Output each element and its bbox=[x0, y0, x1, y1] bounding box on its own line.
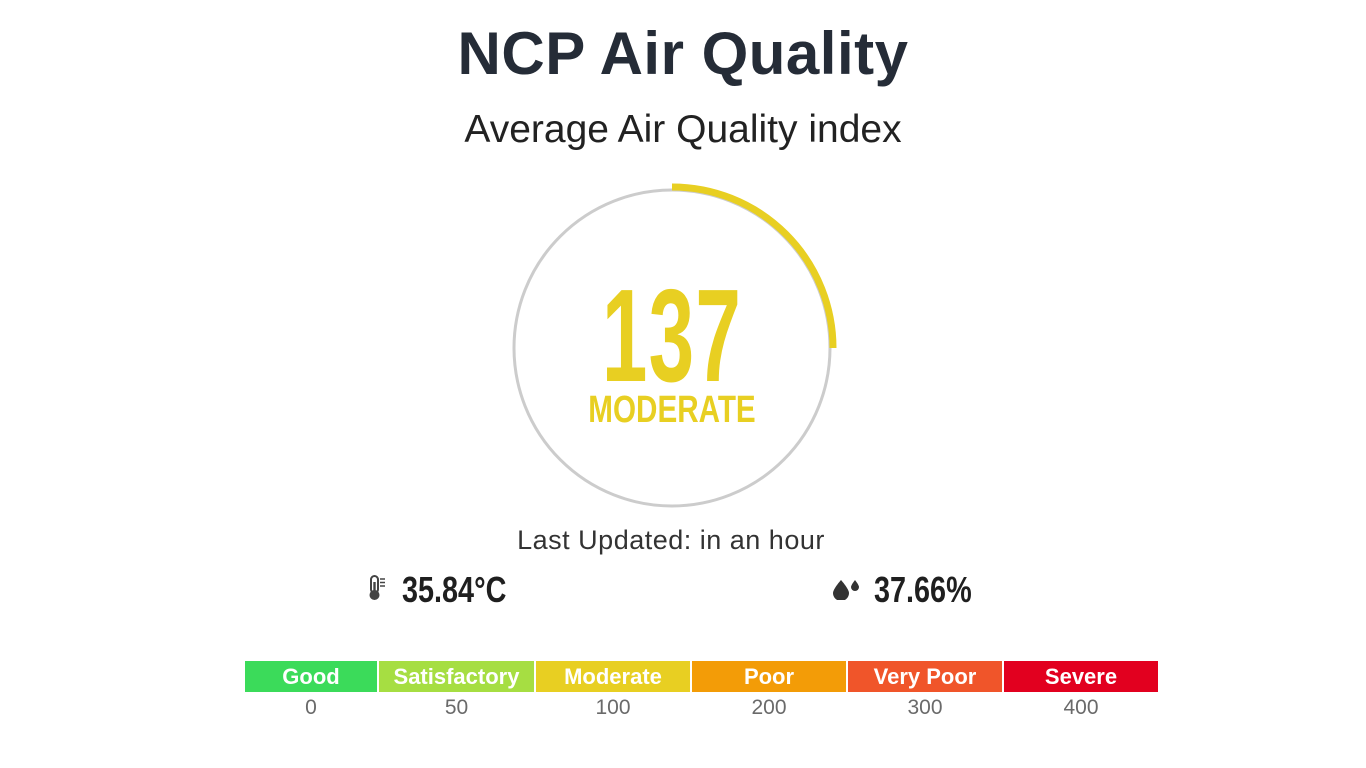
aqi-gauge: 137 MODERATE bbox=[502, 178, 842, 518]
scale-threshold-severe: 400 bbox=[1063, 696, 1099, 719]
page-title: NCP Air Quality bbox=[457, 20, 909, 87]
humidity-reading: 37.66% bbox=[830, 568, 996, 612]
scale-segment-severe: Severe 400 bbox=[1004, 661, 1158, 720]
water-drops-icon bbox=[830, 576, 860, 605]
scale-bar-moderate: Moderate bbox=[536, 661, 690, 692]
thermometer-icon bbox=[366, 574, 388, 607]
scale-bar-very-poor: Very Poor bbox=[848, 661, 1002, 692]
scale-segment-poor: Poor 200 bbox=[692, 661, 846, 720]
scale-threshold-good: 0 bbox=[305, 696, 317, 719]
scale-threshold-poor: 200 bbox=[751, 696, 787, 719]
scale-threshold-very-poor: 300 bbox=[907, 696, 943, 719]
aqi-category: MODERATE bbox=[588, 389, 756, 431]
aqi-value: 137 bbox=[601, 262, 743, 409]
scale-threshold-moderate: 100 bbox=[595, 696, 631, 719]
temperature-value: 35.84°C bbox=[402, 569, 507, 610]
scale-threshold-satisfactory: 50 bbox=[444, 696, 469, 719]
scale-segment-moderate: Moderate 100 bbox=[536, 661, 690, 720]
scale-bar-severe: Severe bbox=[1004, 661, 1158, 692]
aqi-gauge-ring bbox=[512, 183, 837, 508]
aqi-scale-legend: Good 0 Satisfactory 50 Moderate 100 Poor… bbox=[245, 661, 1158, 720]
scale-bar-poor: Poor bbox=[692, 661, 846, 692]
temperature-reading: 35.84°C bbox=[366, 568, 532, 612]
scale-bar-good: Good bbox=[245, 661, 377, 692]
humidity-value: 37.66% bbox=[874, 569, 972, 610]
gauge-progress-arc bbox=[671, 183, 837, 349]
last-updated-text: Last Updated: in an hour bbox=[517, 525, 825, 555]
scale-segment-satisfactory: Satisfactory 50 bbox=[379, 661, 534, 720]
scale-segment-very-poor: Very Poor 300 bbox=[848, 661, 1002, 720]
scale-bar-satisfactory: Satisfactory bbox=[379, 661, 534, 692]
scale-segment-good: Good 0 bbox=[245, 661, 377, 720]
page-subtitle: Average Air Quality index bbox=[464, 108, 902, 151]
